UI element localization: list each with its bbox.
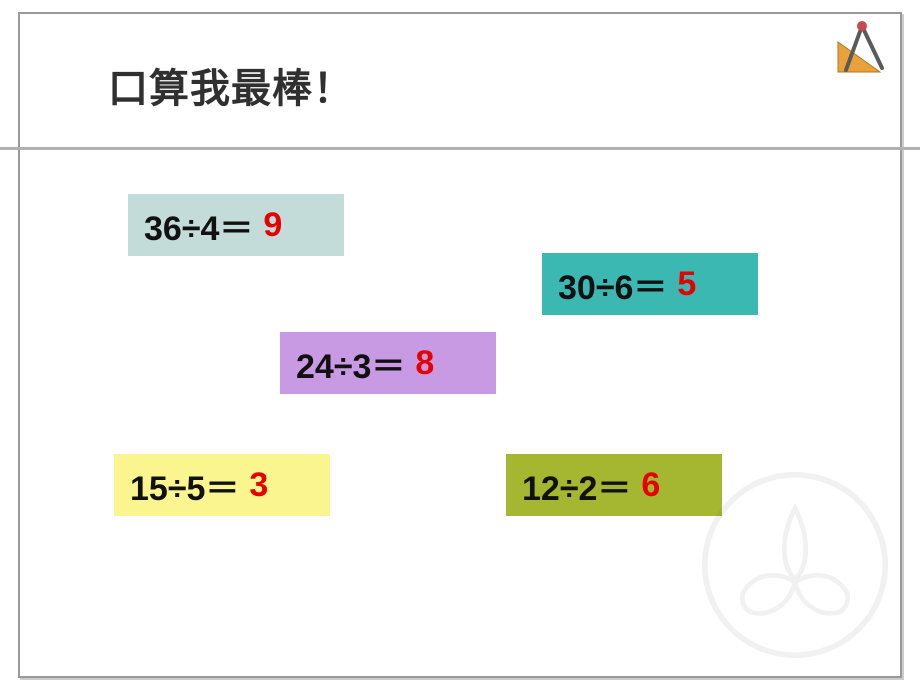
- equation-expression: 12÷2＝: [522, 461, 631, 510]
- drafting-tools-icon: [832, 18, 892, 78]
- equation-card-4: 15÷5＝ 3: [114, 454, 330, 516]
- equation-card-3: 24÷3＝ 8: [280, 332, 496, 394]
- equation-answer: 9: [263, 206, 282, 245]
- equation-answer: 8: [415, 344, 434, 383]
- equation-expression: 30÷6＝: [558, 260, 667, 309]
- slide-title: 口算我最棒！: [108, 56, 354, 114]
- equation-expression: 36÷4＝: [144, 201, 253, 250]
- horizontal-rule: [0, 147, 920, 150]
- hands-leaf-logo-icon: [700, 470, 890, 660]
- equation-answer: 3: [249, 466, 268, 505]
- equation-card-2: 30÷6＝ 5: [542, 253, 758, 315]
- equation-answer: 6: [641, 466, 660, 505]
- equation-card-5: 12÷2＝ 6: [506, 454, 722, 516]
- equation-answer: 5: [677, 265, 696, 304]
- equation-expression: 24÷3＝: [296, 339, 405, 388]
- equation-expression: 15÷5＝: [130, 461, 239, 510]
- equation-card-1: 36÷4＝ 9: [128, 194, 344, 256]
